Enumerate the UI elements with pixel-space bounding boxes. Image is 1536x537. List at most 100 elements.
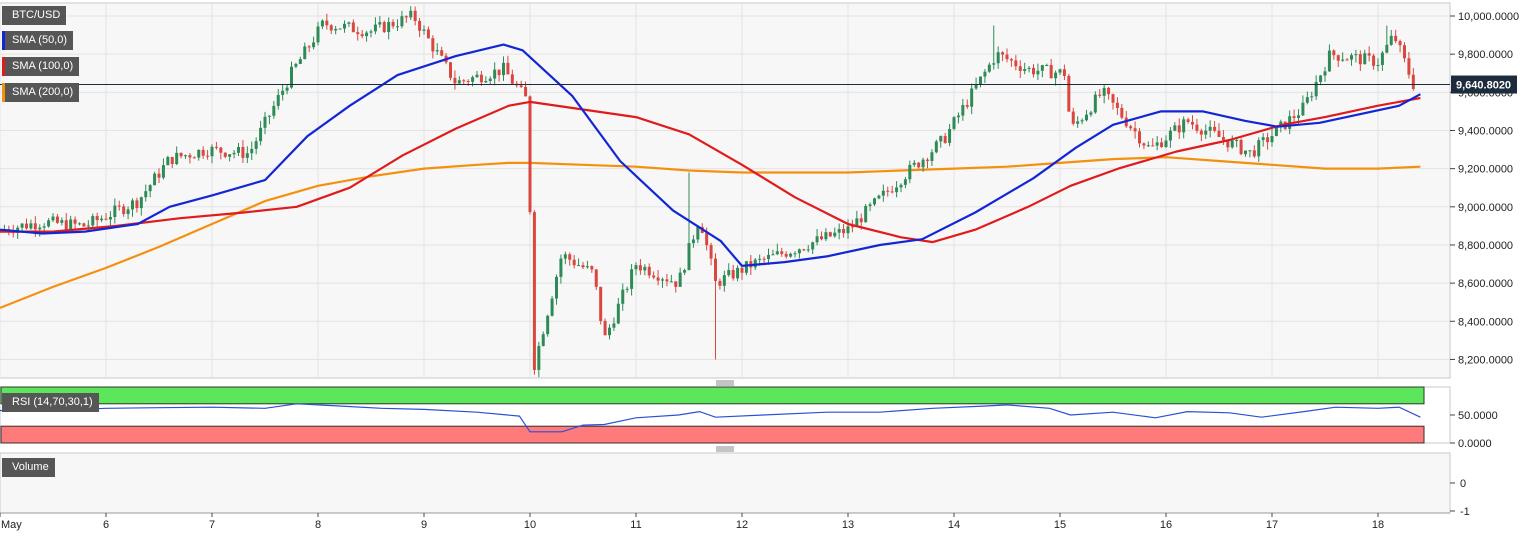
price-tick-label: 8,800.0000 [1458,240,1513,252]
candle-down [497,69,501,76]
candle-up [789,253,793,257]
candle-up [1319,75,1323,83]
candle-up [38,227,42,230]
candle-up [961,105,965,116]
candle-up [294,63,298,67]
candle-up [272,105,276,116]
candle-down [1115,102,1119,108]
candle-up [736,267,740,279]
volume-label: Volume [12,461,49,473]
candle-up [148,185,152,192]
candle-down [917,162,921,168]
candle-up [630,269,634,289]
candle-down [214,146,218,148]
candle-up [343,23,346,29]
candle-up [228,154,232,157]
date-tick-label: May [1,519,22,531]
candle-down [1398,41,1402,46]
candle-down [170,157,174,165]
candle-down [1394,35,1398,42]
price-tick-label: 8,200.0000 [1458,354,1513,366]
candle-down [965,105,969,107]
date-tick-label: 7 [209,519,215,531]
date-tick-label: 12 [736,519,748,531]
candle-down [356,32,360,35]
candle-up [259,127,263,142]
candle-down [647,266,651,276]
candle-up [1327,50,1331,72]
candle-down [1191,121,1194,125]
volume-plot-area[interactable] [0,452,1451,514]
candle-down [652,275,656,278]
sma-100-line [0,96,1421,244]
candle-up [753,259,757,268]
candle-up [1354,54,1358,56]
candle-up [1040,65,1044,71]
candle-down [886,190,890,192]
candle-up [303,46,307,60]
legend-sma-100[interactable]: SMA (100,0) [2,57,80,76]
candle-down [325,20,329,26]
volume-legend[interactable]: Volume [2,458,55,477]
pane-resize-handle[interactable] [716,380,734,386]
candle-down [1403,45,1406,59]
rsi-tick-label: 0.0000 [1458,438,1492,450]
candle-down [1049,64,1053,79]
candle-up [1208,126,1212,131]
candle-down [1239,139,1243,155]
pane-resize-handle[interactable] [716,446,734,452]
date-tick-label: 9 [421,519,427,531]
candle-down [241,146,245,158]
candle-down [479,74,483,83]
candle-up [1297,115,1300,118]
candle-up [1093,94,1097,113]
rsi-line [0,403,1421,433]
candle-up [493,69,497,79]
candle-down [329,25,333,31]
candle-up [435,50,439,52]
candle-up [793,253,797,255]
candle-up [1036,70,1040,75]
current-price-tag: 9,640.8020 [1451,75,1517,94]
rsi-legend[interactable]: RSI (14,70,30,1) [2,393,99,412]
candle-up [1230,140,1234,148]
candle-down [95,216,99,221]
candle-up [285,87,289,91]
candle-up [824,232,828,240]
candle-down [135,200,139,209]
candle-up [833,232,837,237]
candle-down [1332,50,1336,56]
candle-up [166,157,170,166]
candle-up [1301,102,1305,116]
candle-up [1027,67,1031,70]
candle-down [1336,55,1340,61]
candle-down [440,50,444,56]
candle-down [943,136,947,143]
candle-up [1363,53,1367,65]
date-tick-label: 14 [948,519,960,531]
candle-up [60,220,64,223]
price-tick-label: 9,000.0000 [1458,202,1513,214]
price-tick-label: 8,400.0000 [1458,316,1513,328]
legend-sma-200[interactable]: SMA (200,0) [2,83,80,102]
candle-down [453,77,457,84]
sma-200-path [0,156,1421,309]
price-tick-label: 9,400.0000 [1458,125,1513,137]
candle-down [1372,55,1376,66]
instrument-label[interactable]: BTC/USD [2,6,67,25]
candle-down [462,80,466,82]
price-plot-area[interactable] [0,2,1451,379]
candle-down [404,16,408,18]
candle-up [661,279,664,281]
candle-up [1257,140,1261,157]
candle-up [563,254,567,259]
candle-up [952,117,956,129]
candle-down [1160,142,1164,148]
legend-sma-50[interactable]: SMA (50,0) [2,31,74,50]
sma-50-path [0,43,1421,267]
candle-up [921,159,925,168]
volume-tick-label: -1 [1460,506,1470,518]
candle-up [47,220,51,227]
instrument-label-text: BTC/USD [12,9,61,21]
candle-up [691,239,695,244]
